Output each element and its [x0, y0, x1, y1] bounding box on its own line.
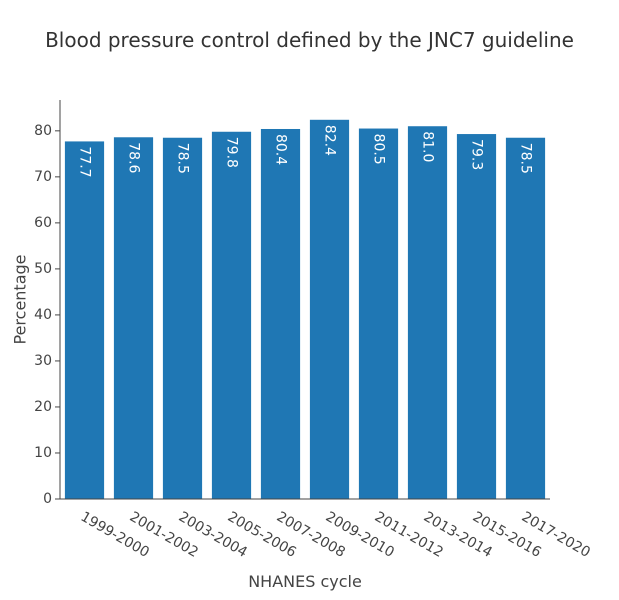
bar-2015-2016 [456, 134, 497, 499]
bar-2007-2008 [260, 128, 301, 499]
bar-value-label: 78.5 [518, 143, 534, 174]
chart-title: Blood pressure control defined by the JN… [45, 28, 574, 52]
bars-group [64, 119, 546, 500]
bar-value-label: 82.4 [322, 125, 338, 156]
x-axis-title: NHANES cycle [248, 572, 362, 591]
bar-2013-2014 [407, 126, 448, 499]
y-tick-label: 60 [34, 215, 52, 231]
bar-value-label: 78.5 [175, 143, 191, 174]
bar-2003-2004 [162, 137, 203, 499]
bar-value-label: 80.5 [371, 134, 387, 165]
y-tick-label: 20 [34, 399, 52, 415]
bar-value-label: 79.8 [224, 137, 240, 168]
bar-1999-2000 [64, 141, 105, 499]
y-tick-label: 70 [34, 169, 52, 185]
bar-labels-group: 77.7 78.6 78.5 79.8 80.4 82.4 80.5 81.0 79.3 78.5 [77, 125, 534, 178]
bar-value-label: 78.6 [126, 142, 142, 173]
y-axis-title: Percentage [11, 254, 30, 344]
bar-2001-2002 [113, 137, 154, 500]
bar-value-label: 79.3 [469, 139, 485, 170]
bar-value-label: 81.0 [420, 131, 436, 162]
bar-2017-2020 [505, 137, 546, 499]
bar-value-label: 80.4 [273, 134, 289, 165]
bar-2005-2006 [211, 131, 252, 499]
y-tick-label: 40 [34, 307, 52, 323]
y-tick-label: 0 [43, 491, 52, 507]
x-axis: 1999-20002001-20022003-20042005-20062007… [60, 498, 593, 561]
y-tick-label: 50 [34, 261, 52, 277]
bar-2011-2012 [358, 128, 399, 499]
bar-value-label: 77.7 [77, 146, 93, 177]
bar-2009-2010 [309, 119, 350, 499]
y-tick-label: 10 [34, 445, 52, 461]
y-tick-label: 30 [34, 353, 52, 369]
y-tick-label: 80 [34, 123, 52, 139]
y-axis: 0 10 20 30 40 50 60 70 80 [34, 100, 61, 507]
